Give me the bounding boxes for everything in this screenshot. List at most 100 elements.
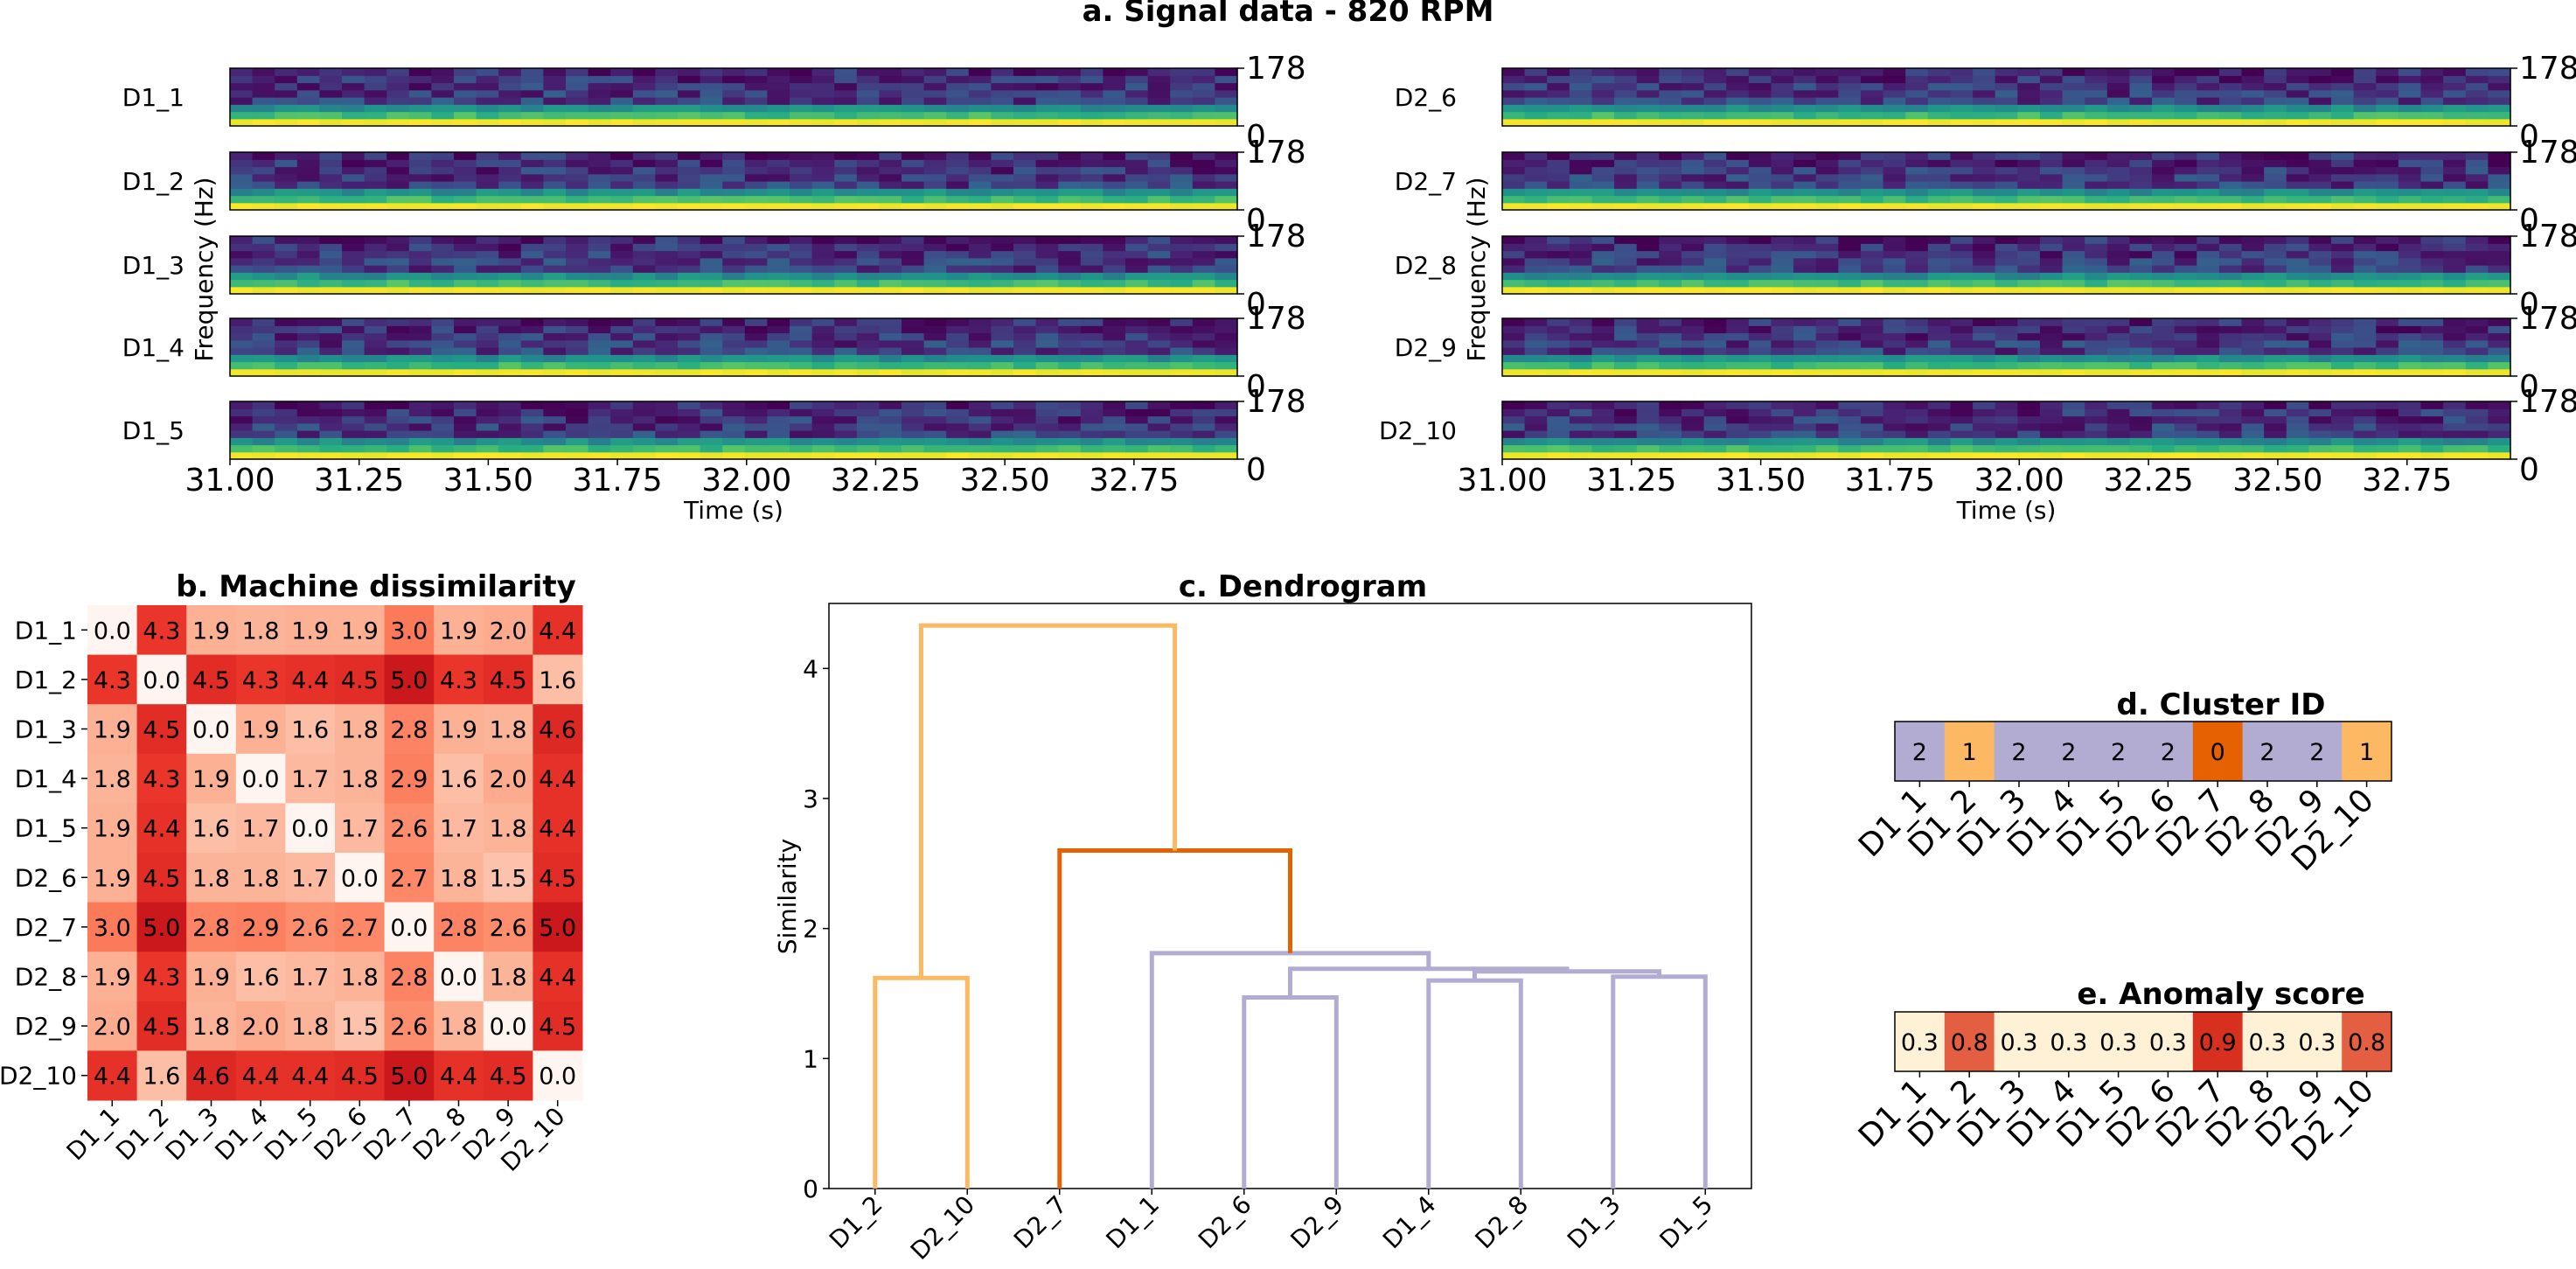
spectrogram-cell <box>1080 159 1104 168</box>
matrix-cell <box>533 704 583 755</box>
matrix-value: 1.9 <box>440 617 477 645</box>
spectrogram-cell <box>879 368 902 377</box>
spectrogram-cell <box>543 202 567 211</box>
spectrogram-cell <box>902 430 925 438</box>
spectrogram-cell <box>1636 236 1660 244</box>
spectrogram-cell <box>1614 118 1638 127</box>
spectrogram-cell <box>811 279 835 288</box>
spectrogram-cell <box>2353 332 2377 341</box>
spectrogram-cell <box>1905 368 1929 377</box>
spectrogram-cell <box>1035 451 1059 460</box>
spectrogram-cell <box>2443 173 2467 182</box>
spectrogram-cell <box>2398 75 2422 84</box>
spectrogram-cell <box>1170 159 1194 168</box>
spectrogram-cell <box>543 354 567 363</box>
spectrogram-cell <box>386 75 410 84</box>
spectrogram-cell <box>2420 339 2444 348</box>
spectrogram-cell <box>2241 430 2265 438</box>
matrix-cell <box>434 853 484 903</box>
spectrogram-cell <box>408 89 432 98</box>
spectrogram-cell <box>923 82 947 91</box>
spectrogram-cell <box>2039 181 2064 189</box>
matrix-cell <box>235 654 286 705</box>
machine-label: D2_10 <box>1379 416 1457 445</box>
spectrogram-cell <box>678 318 701 326</box>
spectrogram-cell <box>566 166 589 175</box>
spectrogram-cell <box>364 430 387 438</box>
spectrogram-cell <box>588 152 611 160</box>
spectrogram-cell <box>520 68 544 76</box>
spectrogram-cell <box>902 195 925 204</box>
spectrogram-cell <box>946 354 970 363</box>
spectrogram-cell <box>1614 68 1638 76</box>
spectrogram-cell <box>879 272 902 281</box>
spectrogram-cell <box>834 243 858 252</box>
spectrogram-cell <box>386 430 410 438</box>
spectrogram-cell <box>1614 279 1638 288</box>
spectrogram-cell <box>1170 437 1194 446</box>
spectrogram-cell <box>2218 243 2243 252</box>
spectrogram-cell <box>811 181 835 189</box>
spectrogram-cell <box>2218 318 2243 326</box>
spectrogram-cell <box>2286 118 2309 127</box>
spectrogram-cell <box>2308 408 2332 417</box>
spectrogram-cell <box>2218 188 2243 197</box>
spectrogram-cell <box>2488 368 2511 377</box>
spectrogram-cell <box>476 250 499 259</box>
spectrogram-cell <box>1035 257 1059 266</box>
spectrogram-cell <box>744 257 768 266</box>
spectrogram-cell <box>610 166 634 175</box>
spectrogram-cell <box>1860 195 1884 204</box>
spectrogram-cell <box>610 279 634 288</box>
spectrogram-cell <box>2062 68 2085 76</box>
spectrogram-cell <box>1215 118 1238 127</box>
spectrogram-cell <box>2331 265 2355 273</box>
spectrogram-cell <box>498 325 522 334</box>
spectrogram-cell <box>1192 166 1215 175</box>
spectrogram-cell <box>879 286 902 295</box>
spectrogram-cell <box>1927 118 1952 127</box>
spectrogram-cell <box>1748 265 1772 273</box>
spectrogram-cell <box>2085 444 2108 453</box>
spectrogram-cell <box>476 257 499 266</box>
spectrogram-cell <box>2286 354 2309 363</box>
spectrogram-cell <box>2129 257 2153 266</box>
spectrogram-cell <box>252 430 275 438</box>
spectrogram-cell <box>543 272 567 281</box>
spectrogram-cell <box>632 257 656 266</box>
spectrogram-cell <box>2420 173 2444 182</box>
spectrogram-cell <box>834 361 858 370</box>
spectrogram-cell <box>2420 118 2444 127</box>
spectrogram-cell <box>1591 444 1615 453</box>
spectrogram-cell <box>1860 68 1884 76</box>
spectrogram-cell <box>2286 195 2309 204</box>
spectrogram-cell <box>498 408 522 417</box>
spectrogram-cell <box>1659 166 1682 175</box>
spectrogram-cell <box>2197 354 2220 363</box>
spectrogram-cell <box>2420 361 2444 370</box>
spectrogram-cell <box>2106 347 2131 355</box>
spectrogram-cell <box>991 332 1014 341</box>
spectrogram-cell <box>431 166 455 175</box>
spectrogram-cell <box>1703 82 1727 91</box>
spectrogram-cell <box>2420 347 2444 355</box>
spectrogram-cell <box>1838 111 1862 120</box>
matrix-cell <box>235 1001 286 1051</box>
spectrogram-cell <box>252 415 275 424</box>
spectrogram-cell <box>1950 166 1974 175</box>
matrix-value: 4.3 <box>143 617 180 645</box>
spectrogram-cell <box>1726 368 1750 377</box>
spectrogram-cell <box>1636 422 1660 431</box>
spectrogram-cell <box>834 354 858 363</box>
matrix-cell <box>186 952 237 1002</box>
spectrogram-cell <box>476 272 499 281</box>
spectrogram-cell <box>1058 354 1082 363</box>
spectrogram-cell <box>2465 422 2489 431</box>
spectrogram-cell <box>2106 437 2131 446</box>
spectrogram-cell <box>968 272 992 281</box>
spectrogram-cell <box>1815 257 1839 266</box>
spectrogram-cell <box>722 159 746 168</box>
spectrogram-cell <box>834 325 858 334</box>
spectrogram-cell <box>1058 361 1082 370</box>
spectrogram-cell <box>2017 318 2041 326</box>
